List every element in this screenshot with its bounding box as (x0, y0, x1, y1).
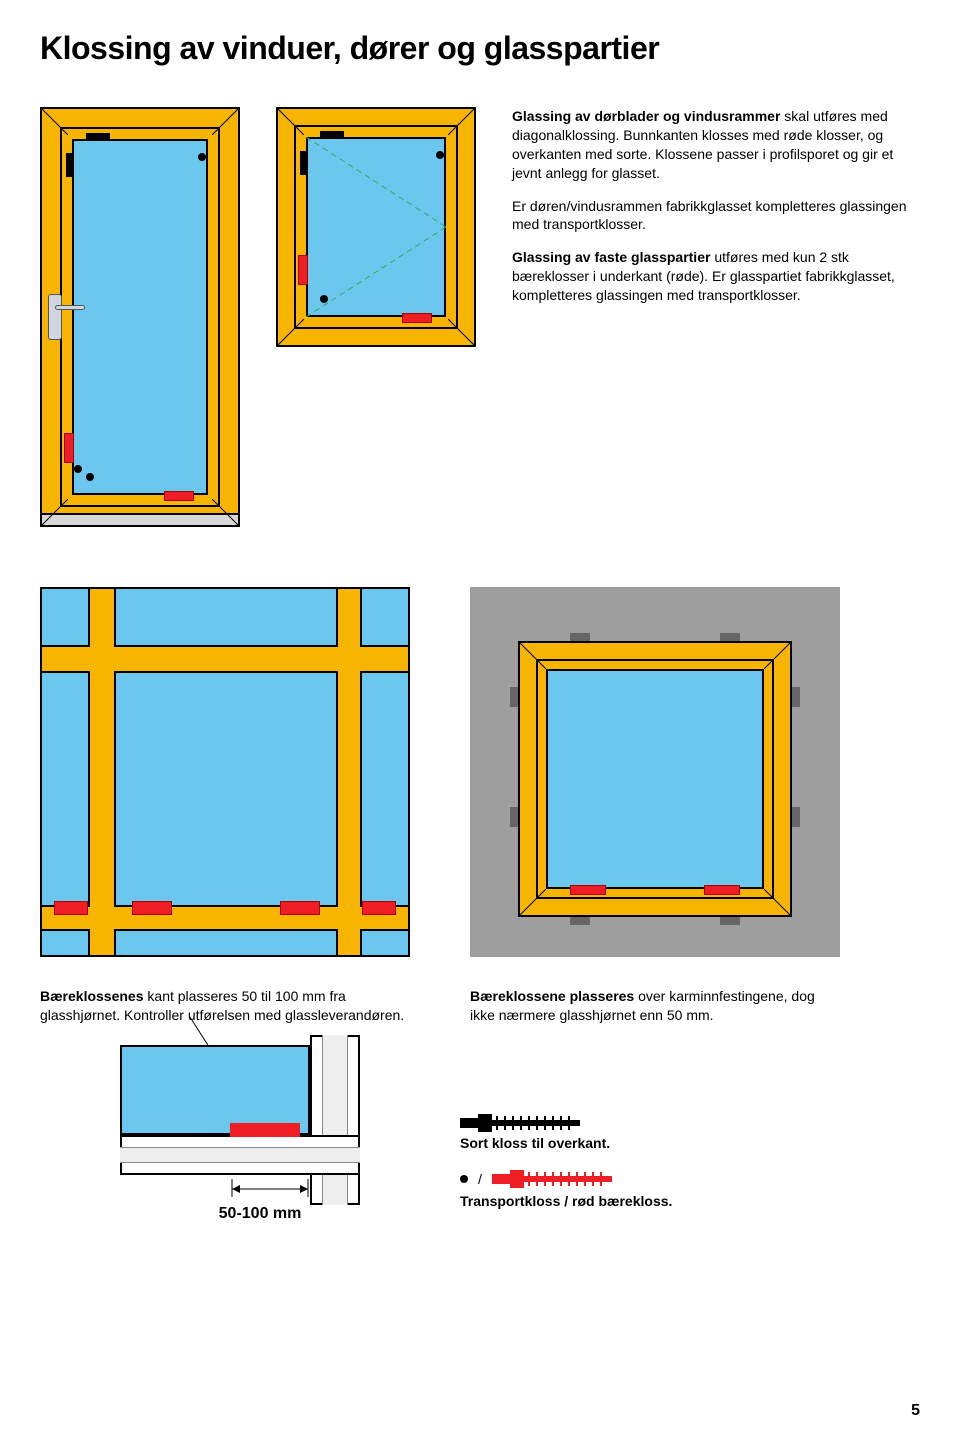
page-title: Klossing av vinduer, dører og glassparti… (40, 30, 920, 67)
caption-right: Bæreklossene plasseres over karminnfesti… (470, 987, 840, 1025)
intro-text: Glassing av dørblader og vindus­rammer s… (512, 107, 920, 527)
black-profile-icon (460, 1114, 580, 1132)
legend: Sort kloss til overkant. / Transportklos… (460, 1108, 672, 1213)
detail-figure (120, 1045, 400, 1205)
curtainwall-diagram (40, 587, 410, 957)
red-profile-icon (492, 1170, 612, 1188)
door-diagram (40, 107, 240, 527)
window-diagram (276, 107, 476, 347)
karminnfesting-diagram (470, 587, 840, 957)
page-number: 5 (911, 1402, 920, 1420)
p1-lead: Glassing av dørblader og vindus­rammer (512, 108, 780, 124)
dimension-label: 50-100 mm (120, 1205, 400, 1223)
dot-icon (460, 1175, 468, 1183)
p3-lead: Glassing av faste glasspartier (512, 249, 710, 265)
caption-left: Bæreklossenes kant plasseres 50 til 100 … (40, 987, 410, 1025)
